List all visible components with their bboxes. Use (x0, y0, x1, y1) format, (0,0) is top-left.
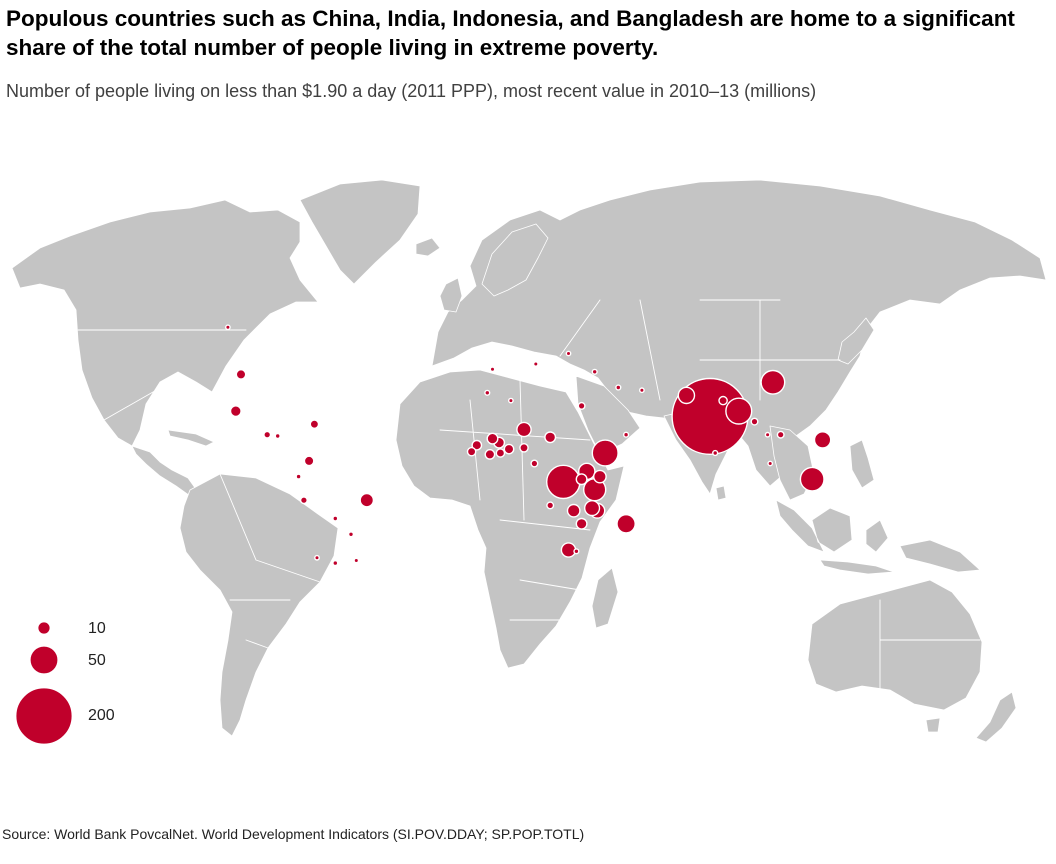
landmass-caribbean (167, 429, 215, 447)
bubble-vietnam (776, 430, 785, 439)
bubble-peru (299, 496, 308, 505)
landmass-new-guinea (899, 539, 981, 573)
bubble-romania (565, 350, 572, 357)
bubble-cameroon (530, 459, 539, 468)
legend (15, 621, 73, 746)
landmass-madagascar (591, 567, 619, 629)
bubble-iran (639, 387, 645, 394)
bubble-kenya (593, 469, 607, 484)
bubble-cote-divoire (484, 448, 496, 460)
poverty-bubbles (224, 324, 832, 567)
source-note: Source: World Bank PovcalNet. World Deve… (2, 826, 585, 842)
bubble-chad (544, 431, 557, 444)
bubble-rwanda (575, 473, 588, 486)
bubble-indonesia (799, 466, 825, 492)
legend-bubble-10 (37, 621, 52, 636)
bubble-ghana (495, 448, 506, 458)
bubble-bangladesh (725, 397, 753, 425)
bubble-uruguay (353, 557, 360, 564)
bubble-niger (516, 421, 532, 438)
bubble-morocco (484, 389, 491, 396)
bubble-nepal (718, 395, 728, 406)
legend-label-200: 200 (88, 707, 115, 724)
bubble-yemen (622, 431, 630, 438)
bubble-bolivia (332, 515, 339, 522)
bubble-mexico (229, 405, 242, 418)
bubble-nigeria (519, 442, 529, 453)
bubble-spain (489, 366, 496, 373)
legend-bubble-200 (15, 687, 73, 746)
bubble-zimbabwe (575, 517, 588, 530)
bubble-egypt (577, 401, 586, 410)
landmass-south-america (179, 473, 339, 737)
bubble-iraq (615, 384, 622, 391)
landmass-philippines (849, 439, 875, 489)
bubble-lesotho (573, 548, 580, 555)
bubble-haiti (309, 419, 320, 430)
landmass-uk (439, 277, 463, 313)
landmass-greenland (299, 179, 421, 285)
bubble-philippines (813, 431, 832, 449)
legend-bubble-50 (29, 645, 59, 675)
bubble-turkey (591, 368, 598, 375)
bubble-argentina (332, 559, 339, 567)
landmass-sri-lanka (715, 485, 727, 501)
bubble-china (760, 369, 786, 395)
bubble-guinea (471, 439, 483, 451)
bubble-malawi (583, 500, 601, 517)
bubble-paraguay (347, 531, 355, 538)
landmass-central-america (131, 445, 199, 497)
landmass-north-america (11, 199, 319, 447)
bubble-algeria (507, 397, 514, 404)
landmass-iceland (415, 237, 441, 257)
bubble-burma (750, 417, 759, 426)
bubble-ecuador (295, 473, 302, 480)
bubble-honduras (274, 432, 281, 440)
landmass-africa (395, 369, 625, 669)
landmass-new-zealand (975, 691, 1017, 743)
bubble-guatemala (263, 430, 272, 439)
bubble-ethiopia (591, 439, 619, 467)
bubble-mali (486, 432, 499, 445)
legend-label-50: 50 (88, 652, 106, 669)
chart-subtitle: Number of people living on less than $1.… (6, 81, 817, 101)
bubble-dr-congo (546, 464, 581, 500)
landmass-australia (807, 579, 983, 711)
bubble-thailand (764, 431, 771, 438)
bubble-south-africa (560, 542, 577, 558)
bubble-pakistan (677, 386, 696, 405)
bubble-brazil (359, 492, 375, 508)
legend-label-10: 10 (88, 620, 106, 637)
bubble-united-states (235, 368, 247, 380)
bubble-zambia (566, 503, 581, 518)
bubble-sri-lanka (712, 449, 719, 457)
bubble-canada (224, 324, 231, 331)
chart-title: Populous countries such as China, India,… (6, 6, 1015, 60)
bubble-colombia (303, 455, 315, 467)
bubble-benin (503, 443, 515, 455)
bubble-chile (314, 554, 320, 561)
landmass-scandinavia (481, 223, 549, 297)
landmass-indonesia (775, 499, 895, 575)
bubble-sierra-leone (466, 446, 477, 457)
bubble-madagascar (616, 514, 636, 534)
bubble-italy (532, 361, 539, 367)
landmasses (11, 179, 1047, 743)
bubble-malaysia (767, 460, 774, 467)
landmass-tasmania (925, 717, 941, 733)
landmass-japan (837, 317, 875, 365)
bubble-angola (546, 501, 555, 510)
